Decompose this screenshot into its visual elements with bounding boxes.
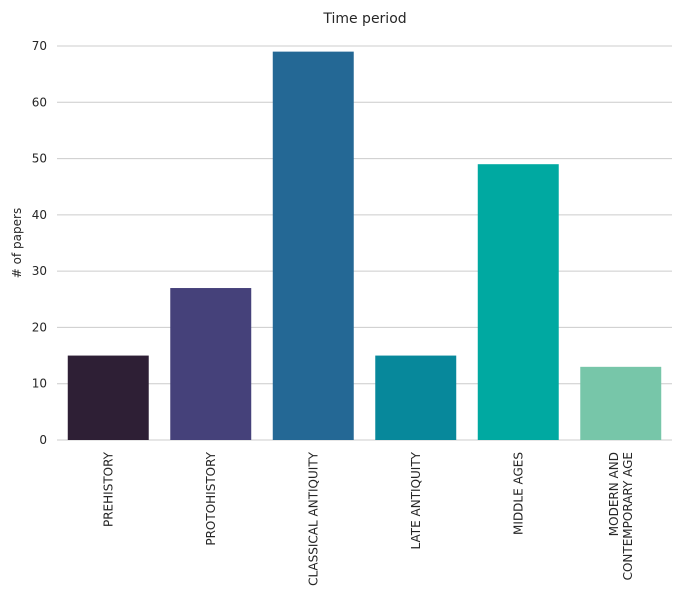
y-tick-label: 20	[32, 320, 47, 334]
chart-title: Time period	[322, 11, 406, 27]
bar	[580, 366, 662, 440]
y-tick-label: 0	[39, 433, 47, 447]
grid-lines	[57, 45, 672, 441]
x-tick-label: CLASSICAL ANTIQUITY	[306, 451, 320, 586]
y-tick-label: 70	[32, 39, 47, 53]
bar	[477, 164, 559, 440]
x-tick-labels: PREHISTORY PROTOHISTORY CLASSICAL ANTIQUIT…	[101, 451, 635, 586]
bars	[67, 51, 662, 440]
x-tick-label: PROTOHISTORY	[204, 451, 218, 545]
x-tick-label: PREHISTORY	[101, 451, 115, 527]
y-tick-label: 40	[32, 208, 47, 222]
bar	[375, 355, 457, 440]
y-tick-label: 50	[32, 152, 47, 166]
bar	[272, 51, 354, 440]
y-tick-label: 30	[32, 264, 47, 278]
y-axis-title: # of papers	[10, 208, 24, 278]
bar	[170, 288, 252, 440]
x-tick-label: LATE ANTIQUITY	[409, 451, 423, 549]
x-tick-label: CONTEMPORARY AGE	[621, 452, 635, 580]
y-tick-label: 10	[32, 377, 47, 391]
x-tick-label: MIDDLE AGES	[511, 452, 525, 535]
y-tick-label: 60	[32, 95, 47, 109]
bar	[67, 355, 149, 440]
x-tick-label: MODERN AND	[607, 452, 621, 536]
y-tick-labels: 0 10 20 30 40 50 60 70	[32, 39, 47, 447]
